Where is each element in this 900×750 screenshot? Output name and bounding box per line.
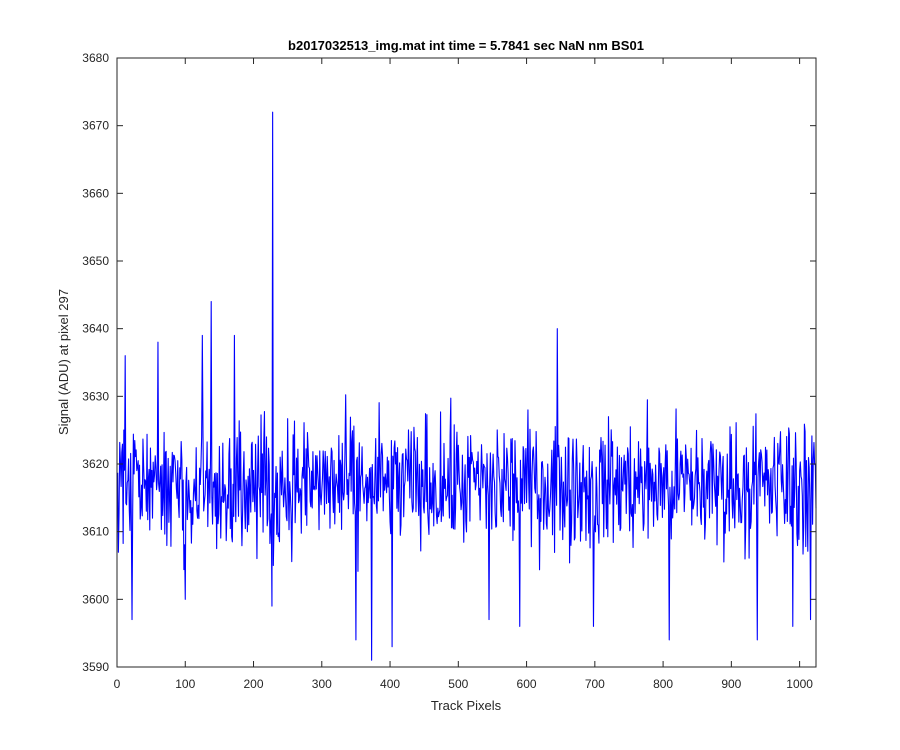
plot-background xyxy=(117,58,816,667)
x-tick-label: 500 xyxy=(448,677,468,691)
x-tick-label: 400 xyxy=(380,677,400,691)
x-axis-label: Track Pixels xyxy=(431,698,502,713)
x-tick-label: 1000 xyxy=(786,677,813,691)
y-tick-label: 3590 xyxy=(82,660,109,674)
y-tick-label: 3680 xyxy=(82,51,109,65)
y-axis: 3590 3600 3610 3620 3630 3640 3650 3660 3670 3680 xyxy=(82,51,816,674)
x-tick-label: 800 xyxy=(653,677,673,691)
plot-area xyxy=(116,57,817,668)
y-tick-label: 3630 xyxy=(82,389,109,403)
x-tick-label: 300 xyxy=(312,677,332,691)
y-tick-label: 3660 xyxy=(82,186,109,200)
series-line xyxy=(117,111,817,661)
y-tick-label: 3650 xyxy=(82,254,109,268)
y-tick-label: 3610 xyxy=(82,525,109,539)
y-tick-label: 3640 xyxy=(82,322,109,336)
x-axis: 0 100 200 300 400 500 600 700 800 900 1000 xyxy=(114,58,813,691)
chart-title: b2017032513_img.mat int time = 5.7841 se… xyxy=(288,38,644,53)
x-tick-label: 900 xyxy=(721,677,741,691)
x-tick-label: 0 xyxy=(114,677,121,691)
y-tick-label: 3600 xyxy=(82,592,109,606)
x-tick-label: 600 xyxy=(517,677,537,691)
y-tick-label: 3620 xyxy=(82,457,109,471)
y-axis-label: Signal (ADU) at pixel 297 xyxy=(56,289,71,435)
axes-box xyxy=(116,57,817,668)
x-tick-label: 200 xyxy=(244,677,264,691)
x-tick-label: 100 xyxy=(175,677,195,691)
y-tick-label: 3670 xyxy=(82,119,109,133)
x-tick-label: 700 xyxy=(585,677,605,691)
